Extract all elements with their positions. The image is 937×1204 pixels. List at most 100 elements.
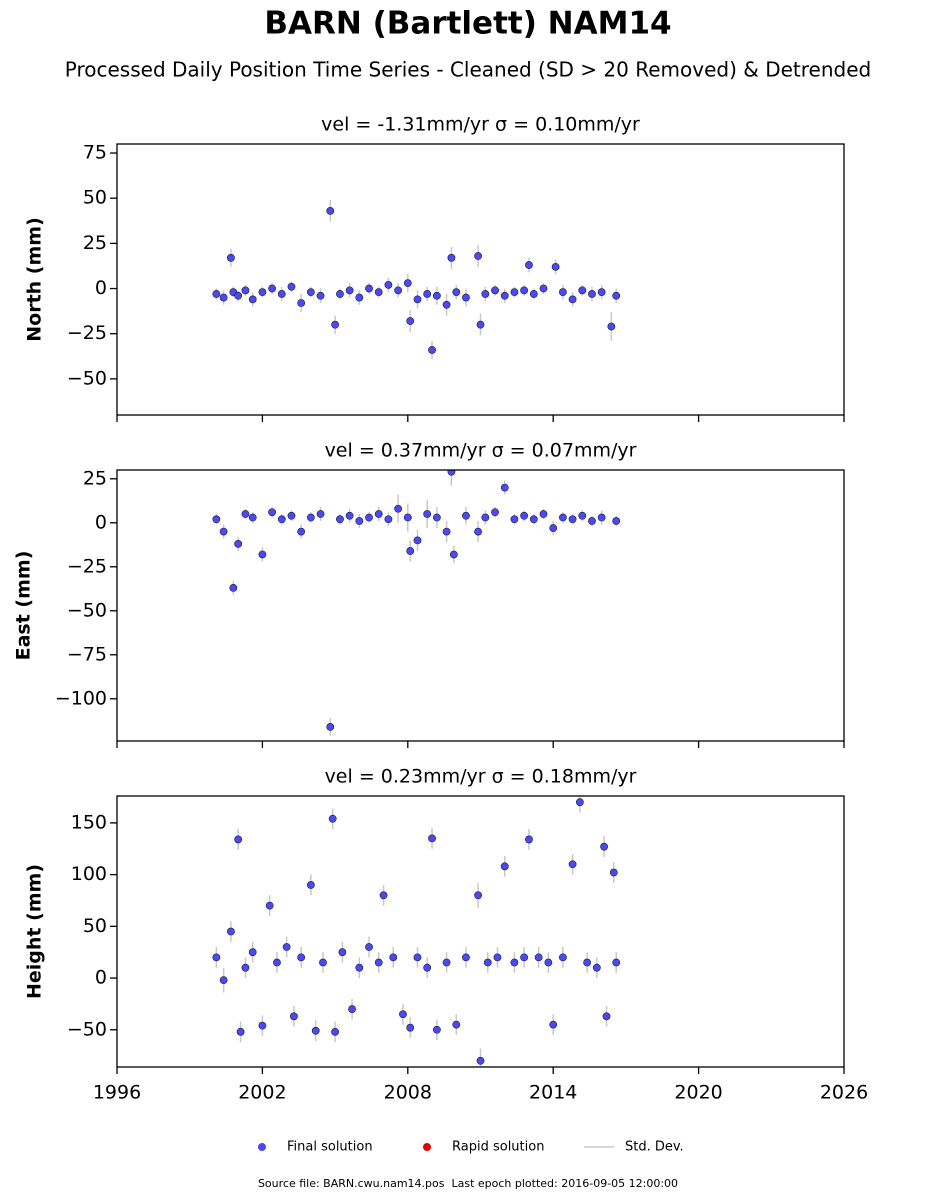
data-point bbox=[234, 835, 243, 844]
data-point bbox=[306, 288, 315, 297]
panel-title: vel = 0.23mm/yr σ = 0.18mm/yr bbox=[325, 766, 637, 788]
data-point bbox=[348, 1005, 356, 1013]
data-point bbox=[316, 510, 325, 518]
data-point bbox=[219, 527, 228, 536]
data-point bbox=[413, 295, 422, 304]
plot-area bbox=[212, 796, 621, 1067]
data-point bbox=[597, 288, 606, 297]
data-point bbox=[331, 1027, 339, 1036]
y-tick-label: −50 bbox=[67, 599, 107, 621]
data-point bbox=[529, 290, 538, 298]
panel-title: vel = 0.37mm/yr σ = 0.07mm/yr bbox=[325, 440, 637, 462]
data-point bbox=[474, 891, 482, 900]
data-point bbox=[277, 290, 286, 298]
data-point bbox=[311, 1026, 320, 1035]
data-point bbox=[612, 291, 621, 300]
data-point bbox=[394, 504, 403, 513]
data-point bbox=[558, 953, 567, 962]
data-point bbox=[219, 293, 228, 302]
data-point bbox=[365, 513, 373, 522]
plot-area bbox=[212, 470, 621, 736]
data-point bbox=[297, 527, 306, 536]
y-tick-label: 50 bbox=[83, 915, 107, 937]
data-point bbox=[432, 513, 441, 522]
data-point bbox=[236, 1027, 245, 1036]
data-point bbox=[500, 291, 509, 300]
data-point bbox=[549, 524, 558, 532]
data-point bbox=[297, 953, 306, 962]
data-point bbox=[326, 206, 335, 215]
data-point bbox=[588, 517, 596, 525]
data-point bbox=[578, 286, 587, 295]
data-point bbox=[226, 253, 235, 262]
axes-frame bbox=[116, 143, 845, 416]
legend-marker bbox=[258, 1143, 266, 1151]
data-point bbox=[212, 515, 221, 524]
x-tick-label: 1996 bbox=[93, 1082, 141, 1104]
y-tick-label: 0 bbox=[95, 511, 107, 533]
data-point bbox=[290, 1012, 298, 1021]
data-point bbox=[306, 513, 315, 522]
figure-subtitle: Processed Daily Position Time Series - C… bbox=[65, 58, 871, 82]
y-tick-label: 25 bbox=[83, 467, 107, 489]
panel: vel = 0.23mm/yr σ = 0.18mm/yr Height (mm)… bbox=[24, 766, 869, 1104]
data-point bbox=[583, 958, 592, 967]
data-point bbox=[476, 320, 485, 329]
data-point bbox=[273, 958, 281, 967]
data-point bbox=[241, 963, 250, 972]
data-point bbox=[568, 515, 577, 524]
data-point bbox=[234, 291, 243, 300]
data-point bbox=[442, 527, 451, 536]
data-point bbox=[442, 958, 451, 967]
data-point bbox=[248, 513, 257, 522]
data-point bbox=[462, 953, 470, 962]
data-point bbox=[520, 953, 529, 962]
data-point bbox=[287, 282, 296, 291]
legend-label: Std. Dev. bbox=[625, 1140, 684, 1155]
y-axis-label: Height (mm) bbox=[24, 864, 46, 999]
data-point bbox=[592, 963, 601, 972]
data-point bbox=[500, 862, 509, 871]
data-point bbox=[394, 286, 403, 295]
data-point bbox=[449, 550, 458, 559]
data-point bbox=[544, 958, 553, 967]
data-point bbox=[258, 550, 267, 559]
legend-label: Rapid solution bbox=[452, 1140, 544, 1155]
y-tick-label: 0 bbox=[95, 967, 107, 989]
data-point bbox=[474, 252, 482, 260]
panel-title: vel = -1.31mm/yr σ = 0.10mm/yr bbox=[321, 114, 640, 136]
data-point bbox=[491, 286, 499, 295]
data-point bbox=[326, 723, 335, 731]
data-point bbox=[588, 290, 596, 298]
x-tick-label: 2014 bbox=[529, 1082, 577, 1104]
data-point bbox=[491, 508, 499, 517]
data-point bbox=[258, 1021, 267, 1030]
y-tick-label: 25 bbox=[83, 232, 107, 254]
data-point bbox=[355, 517, 364, 525]
data-point bbox=[602, 1012, 611, 1021]
data-point bbox=[452, 288, 461, 297]
data-point bbox=[558, 513, 567, 522]
x-tick-label: 2008 bbox=[384, 1082, 432, 1104]
data-point bbox=[447, 253, 456, 262]
data-point bbox=[612, 517, 621, 525]
legend-label: Final solution bbox=[287, 1140, 373, 1155]
data-point bbox=[403, 279, 412, 288]
data-point bbox=[282, 943, 291, 951]
data-point bbox=[365, 284, 373, 293]
data-point bbox=[551, 262, 560, 271]
data-point bbox=[578, 511, 587, 520]
data-point bbox=[268, 284, 276, 293]
data-point bbox=[374, 288, 383, 297]
data-point bbox=[607, 322, 616, 331]
data-point bbox=[428, 834, 436, 843]
data-point bbox=[212, 290, 221, 298]
data-point bbox=[379, 891, 388, 900]
data-point bbox=[345, 286, 354, 295]
data-point bbox=[241, 286, 250, 295]
data-point bbox=[462, 511, 470, 520]
data-point bbox=[384, 515, 393, 524]
data-point bbox=[328, 814, 337, 823]
data-point bbox=[423, 510, 432, 518]
